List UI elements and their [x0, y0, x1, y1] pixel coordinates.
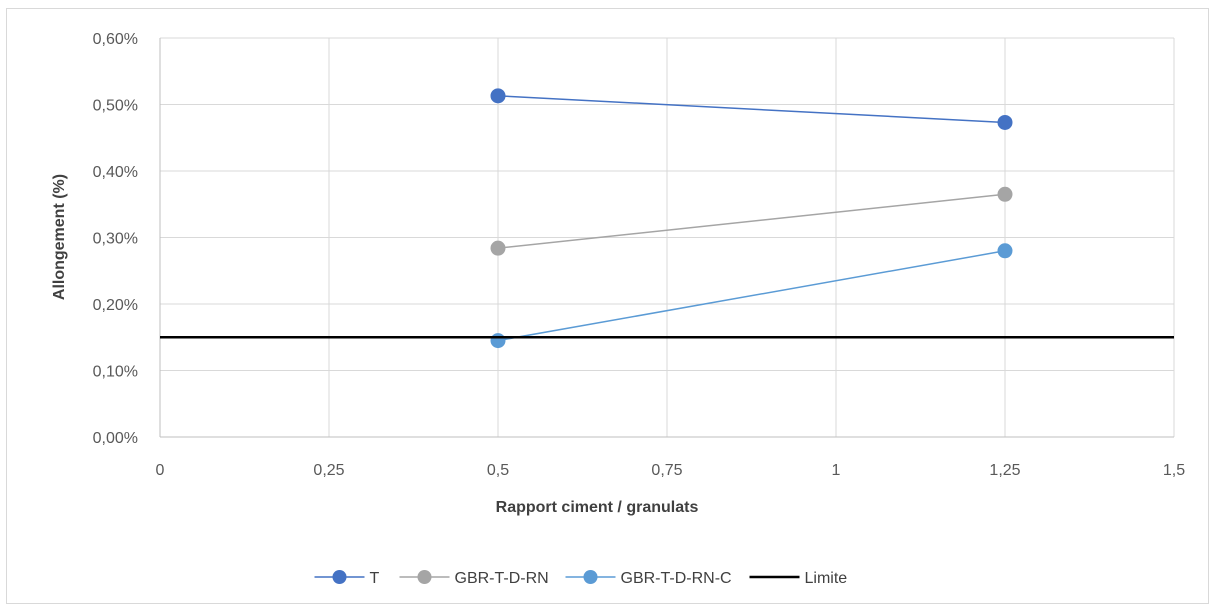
series-line-1 [497, 193, 1006, 249]
legend-label: Limite [805, 570, 848, 587]
data-point [490, 240, 506, 256]
legend-swatch-marker [417, 570, 432, 584]
data-point [490, 333, 506, 349]
y-tick-label: 0,40% [93, 164, 138, 181]
y-tick-label: 0,30% [93, 231, 138, 248]
legend-label: GBR-T-D-RN-C [621, 570, 732, 587]
x-tick-label: 0 [156, 462, 165, 479]
x-tick-label: 0,75 [651, 462, 682, 479]
y-tick-label: 0,50% [93, 98, 138, 115]
series-line-0 [497, 95, 1006, 124]
series-layer [160, 88, 1174, 349]
y-tick-labels: 0,00% 0,10% 0,20% 0,30% 0,40% 0,50% 0,60% [93, 31, 138, 447]
axes [159, 38, 1174, 438]
data-point [997, 114, 1013, 130]
legend-label: GBR-T-D-RN [455, 570, 549, 587]
y-axis-title: Allongement (%) [51, 174, 68, 300]
x-tick-labels: 0 0,25 0,5 0,75 1 1,25 1,5 [156, 462, 1186, 479]
x-axis-title: Rapport ciment / granulats [496, 499, 699, 516]
y-tick-label: 0,60% [93, 31, 138, 48]
x-tick-label: 1,5 [1163, 462, 1185, 479]
legend: T GBR-T-D-RN GBR-T-D-RN-C Limite [314, 570, 848, 587]
y-tick-label: 0,00% [93, 430, 138, 447]
y-tick-label: 0,20% [93, 297, 138, 314]
series-line-2 [497, 250, 1006, 342]
legend-label: T [370, 570, 380, 587]
data-point [490, 88, 506, 104]
data-point [997, 243, 1013, 259]
x-tick-label: 0,5 [487, 462, 509, 479]
x-tick-label: 0,25 [313, 462, 344, 479]
x-tick-label: 1,25 [989, 462, 1020, 479]
legend-swatch-marker [332, 570, 347, 584]
chart-frame [6, 8, 1209, 604]
data-point [997, 186, 1013, 202]
legend-swatch-marker [583, 570, 598, 584]
grid [160, 37, 1175, 437]
y-tick-label: 0,10% [93, 364, 138, 381]
x-tick-label: 1 [832, 462, 841, 479]
